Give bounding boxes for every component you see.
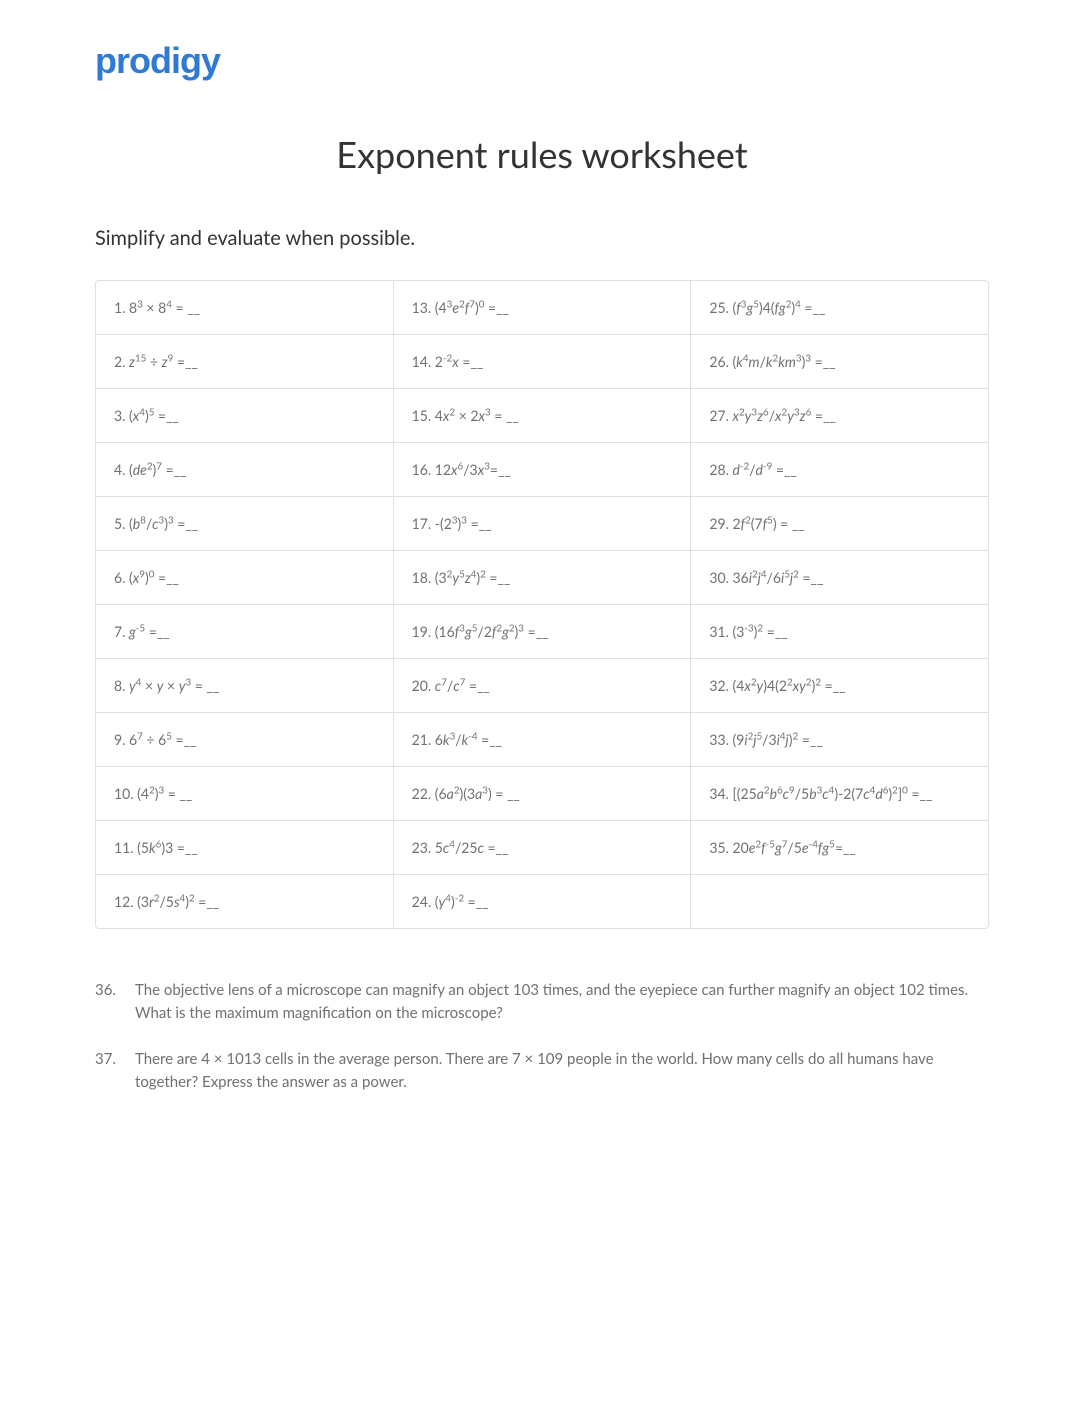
problem-cell-empty xyxy=(691,875,988,928)
problem-cell: 11. (5k6)3 =__ xyxy=(96,821,394,874)
problem-cell: 34. [(25a2b6c9/5b3c4)-2(7c4d6)2]0 =__ xyxy=(691,767,988,820)
problem-cell: 8. y4 × y × y3 = __ xyxy=(96,659,394,712)
table-row: 5. (b8/c3)3 =__ 17. -(23)3 =__ 29. 2f2(7… xyxy=(96,497,988,551)
table-row: 12. (3r2/5s4)2 =__ 24. (y4)-2 =__ xyxy=(96,875,988,928)
problem-cell: 25. (f3g5)4(fg2)4 =__ xyxy=(691,281,988,334)
word-problem-text: The objective lens of a microscope can m… xyxy=(135,979,989,1024)
table-row: 9. 67 ÷ 65 =__ 21. 6k3/k-4 =__ 33. (9i2j… xyxy=(96,713,988,767)
problem-cell: 19. (16f3g5/2f2g2)3 =__ xyxy=(394,605,692,658)
table-row: 10. (42)3 = __ 22. (6a2)(3a3) = __ 34. [… xyxy=(96,767,988,821)
problems-table: 1. 83 × 84 = __ 13. (43e2f7)0 =__ 25. (f… xyxy=(95,280,989,929)
problem-cell: 6. (x9)0 =__ xyxy=(96,551,394,604)
problem-cell: 23. 5c4/25c =__ xyxy=(394,821,692,874)
problem-cell: 31. (3-3)2 =__ xyxy=(691,605,988,658)
table-row: 4. (de2)7 =__ 16. 12x6/3x3=__ 28. d-2/d-… xyxy=(96,443,988,497)
table-row: 8. y4 × y × y3 = __ 20. c7/c7 =__ 32. (4… xyxy=(96,659,988,713)
problem-cell: 7. g-5 =__ xyxy=(96,605,394,658)
problem-cell: 4. (de2)7 =__ xyxy=(96,443,394,496)
problem-cell: 17. -(23)3 =__ xyxy=(394,497,692,550)
problem-cell: 1. 83 × 84 = __ xyxy=(96,281,394,334)
problem-cell: 18. (32y5z4)2 =__ xyxy=(394,551,692,604)
table-row: 3. (x4)5 =__ 15. 4x2 × 2x3 = __ 27. x2y3… xyxy=(96,389,988,443)
instruction-text: Simplify and evaluate when possible. xyxy=(95,226,989,250)
problem-cell: 9. 67 ÷ 65 =__ xyxy=(96,713,394,766)
problem-cell: 24. (y4)-2 =__ xyxy=(394,875,692,928)
problem-cell: 14. 2-2x =__ xyxy=(394,335,692,388)
problem-cell: 28. d-2/d-9 =__ xyxy=(691,443,988,496)
problem-cell: 13. (43e2f7)0 =__ xyxy=(394,281,692,334)
word-problem-text: There are 4 × 1013 cells in the average … xyxy=(135,1048,989,1093)
problem-cell: 30. 36i2j4/6i5j2 =__ xyxy=(691,551,988,604)
word-problem-number: 36. xyxy=(95,979,135,1024)
table-row: 6. (x9)0 =__ 18. (32y5z4)2 =__ 30. 36i2j… xyxy=(96,551,988,605)
problem-cell: 35. 20e2f-5g7/5e-4fg5=__ xyxy=(691,821,988,874)
problem-cell: 33. (9i2j5/3i4j)2 =__ xyxy=(691,713,988,766)
table-row: 7. g-5 =__ 19. (16f3g5/2f2g2)3 =__ 31. (… xyxy=(96,605,988,659)
table-row: 1. 83 × 84 = __ 13. (43e2f7)0 =__ 25. (f… xyxy=(96,281,988,335)
problem-cell: 26. (k4m/k2km3)3 =__ xyxy=(691,335,988,388)
table-row: 2. z15 ÷ z9 =__ 14. 2-2x =__ 26. (k4m/k2… xyxy=(96,335,988,389)
problem-cell: 20. c7/c7 =__ xyxy=(394,659,692,712)
problem-cell: 21. 6k3/k-4 =__ xyxy=(394,713,692,766)
word-problem-number: 37. xyxy=(95,1048,135,1093)
problem-cell: 5. (b8/c3)3 =__ xyxy=(96,497,394,550)
table-row: 11. (5k6)3 =__ 23. 5c4/25c =__ 35. 20e2f… xyxy=(96,821,988,875)
problem-cell: 22. (6a2)(3a3) = __ xyxy=(394,767,692,820)
word-problem-item: 37. There are 4 × 1013 cells in the aver… xyxy=(95,1048,989,1093)
page-title: Exponent rules worksheet xyxy=(95,132,989,176)
problem-cell: 29. 2f2(7f5) = __ xyxy=(691,497,988,550)
word-problem-item: 36. The objective lens of a microscope c… xyxy=(95,979,989,1024)
problem-cell: 32. (4x2y)4(22xy2)2 =__ xyxy=(691,659,988,712)
word-problems: 36. The objective lens of a microscope c… xyxy=(95,979,989,1093)
problem-cell: 27. x2y3z6/x2y3z6 =__ xyxy=(691,389,988,442)
problem-cell: 16. 12x6/3x3=__ xyxy=(394,443,692,496)
problem-cell: 2. z15 ÷ z9 =__ xyxy=(96,335,394,388)
problem-cell: 10. (42)3 = __ xyxy=(96,767,394,820)
problem-cell: 3. (x4)5 =__ xyxy=(96,389,394,442)
brand-logo: prodigy xyxy=(95,40,989,82)
problem-cell: 15. 4x2 × 2x3 = __ xyxy=(394,389,692,442)
problem-cell: 12. (3r2/5s4)2 =__ xyxy=(96,875,394,928)
